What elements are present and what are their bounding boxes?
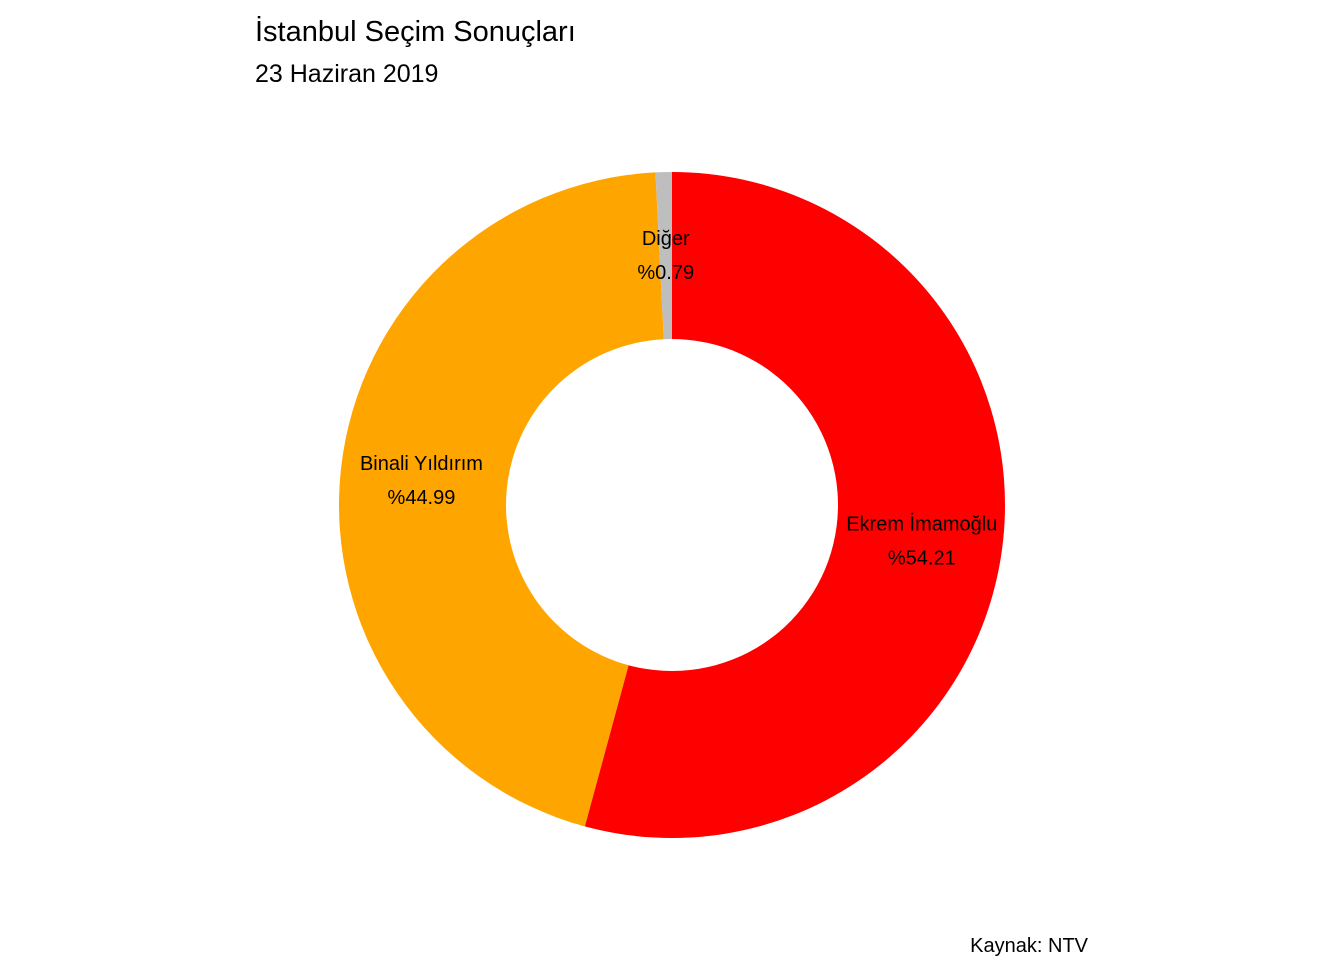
slice-label-value: %0.79: [637, 262, 694, 284]
slice-ekrem-imamoglu: [584, 172, 1006, 838]
slice-label-value: %54.21: [888, 547, 956, 569]
labels-layer: Ekrem İmamoğlu %54.21 Binali Yıldırım %44.9…: [360, 228, 997, 569]
chart-title: İstanbul Seçim Sonuçları: [255, 16, 576, 48]
chart-subtitle: 23 Haziran 2019: [255, 60, 439, 88]
slice-diger: [655, 172, 672, 340]
slice-label-value: %44.99: [388, 487, 456, 509]
slice-binali-yildirim: [339, 172, 664, 827]
slice-label-name: Ekrem İmamoğlu: [846, 512, 997, 535]
chart-caption: Kaynak: NTV: [970, 935, 1088, 957]
slice-label-name: Diğer: [642, 228, 690, 250]
slices-layer: [339, 172, 1006, 838]
slice-label-name: Binali Yıldırım: [360, 453, 483, 475]
